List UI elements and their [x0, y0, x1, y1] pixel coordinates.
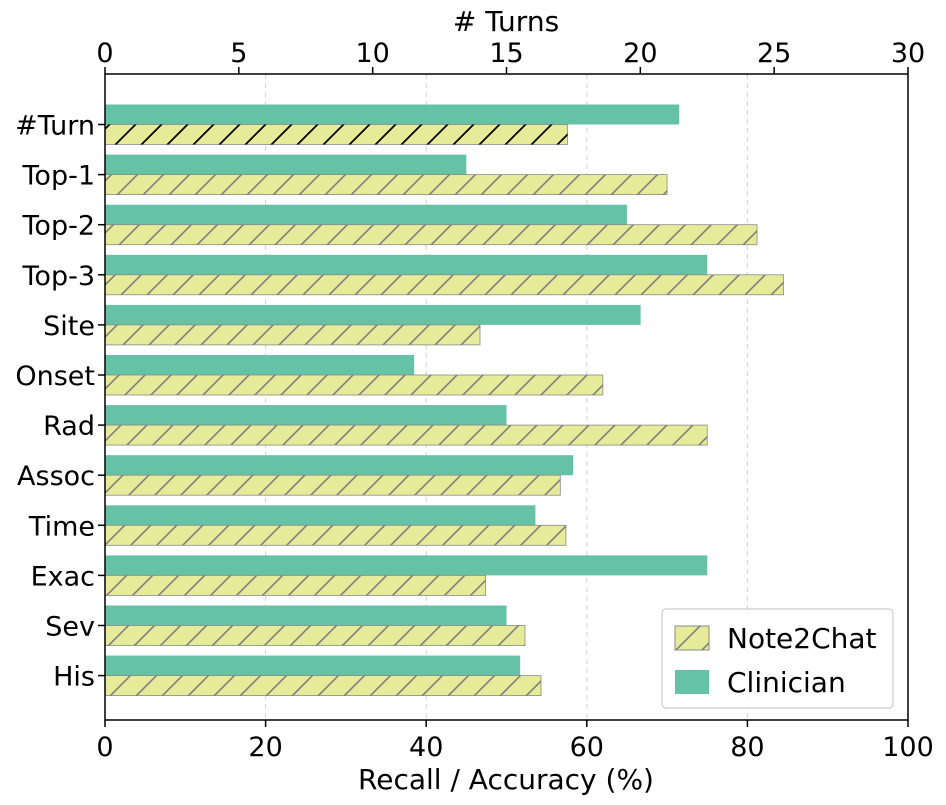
y-tick-label-exac: Exac [31, 561, 95, 592]
top-axis: 0 5 10 15 20 25 30 [96, 38, 925, 74]
bar-clinician-top-2 [105, 204, 627, 225]
legend-swatch-clinician [675, 670, 709, 694]
x-tick-label: 40 [409, 732, 443, 763]
top-tick-label: 20 [623, 38, 657, 69]
y-tick-label-turn: #Turn [15, 111, 95, 142]
x-tick-label: 60 [570, 732, 604, 763]
bar-note2chat-hatch-exac [105, 575, 486, 596]
bars [104, 104, 784, 696]
bar-clinician-site [105, 304, 641, 325]
bar-clinician-exac [105, 555, 708, 576]
top-tick-label: 5 [230, 38, 247, 69]
x-tick-label: 0 [96, 732, 113, 763]
y-tick-label-assoc: Assoc [17, 461, 95, 492]
top-tick-label: 30 [891, 38, 925, 69]
top-tick-label: 10 [355, 38, 389, 69]
bar-clinician-rad [105, 405, 507, 426]
bar-note2chat-hatch-onset [105, 375, 603, 395]
bar-clinician-top-3 [105, 254, 708, 275]
bar-note2chat-hatch-rad [105, 425, 708, 446]
x-tick-label: 20 [248, 732, 282, 763]
bar-note2chat-hatch-assoc [105, 475, 561, 496]
y-tick-label-top-3: Top-3 [22, 261, 95, 292]
top-axis-title: # Turns [453, 5, 559, 38]
x-tick-label: 100 [882, 732, 934, 763]
y-tick-label-site: Site [43, 311, 95, 342]
bar-clinician-onset [105, 355, 415, 375]
bar-note2chat-hatch-top-2 [105, 224, 758, 245]
bar-note2chat-hatch-time [105, 525, 566, 546]
y-axis: #Turn Top-1 Top-2 Top-3 Site Onset Rad Assoc Tim… [15, 111, 105, 693]
bar-clinician-turn [105, 104, 680, 125]
legend-swatch-note2chat-hatch [675, 626, 709, 650]
x-tick-label: 80 [730, 732, 764, 763]
y-tick-label-rad: Rad [43, 411, 95, 442]
y-tick-label-top-1: Top-1 [22, 161, 95, 192]
y-tick-label-top-2: Top-2 [22, 211, 95, 242]
bar-note2chat-hatch-turn [105, 124, 568, 145]
bar-clinician-top-1 [105, 154, 467, 175]
bar-note2chat-hatch-his [105, 675, 542, 696]
bottom-axis: 0 20 40 60 80 100 [96, 720, 934, 763]
bar-note2chat-hatch-sev [105, 625, 525, 646]
bar-note2chat-hatch-site [105, 324, 481, 345]
y-tick-label-his: His [53, 662, 95, 693]
top-tick-label: 15 [489, 38, 523, 69]
bar-clinician-sev [105, 605, 507, 626]
top-tick-label: 25 [757, 38, 791, 69]
bar-clinician-assoc [105, 455, 574, 476]
legend: Note2Chat Clinician [661, 608, 894, 709]
bar-note2chat-hatch-top-3 [105, 274, 784, 295]
bar-clinician-his [105, 655, 521, 676]
y-tick-label-time: Time [28, 511, 95, 542]
bar-clinician-time [105, 505, 536, 526]
bar-note2chat-hatch-top-1 [105, 174, 668, 195]
legend-label-note2chat: Note2Chat [727, 622, 877, 655]
y-tick-label-onset: Onset [15, 361, 95, 392]
y-tick-label-sev: Sev [45, 612, 95, 643]
legend-label-clinician: Clinician [727, 666, 846, 699]
x-axis-title: Recall / Accuracy (%) [358, 763, 654, 796]
legend-frame [661, 608, 894, 709]
top-tick-label: 0 [96, 38, 113, 69]
